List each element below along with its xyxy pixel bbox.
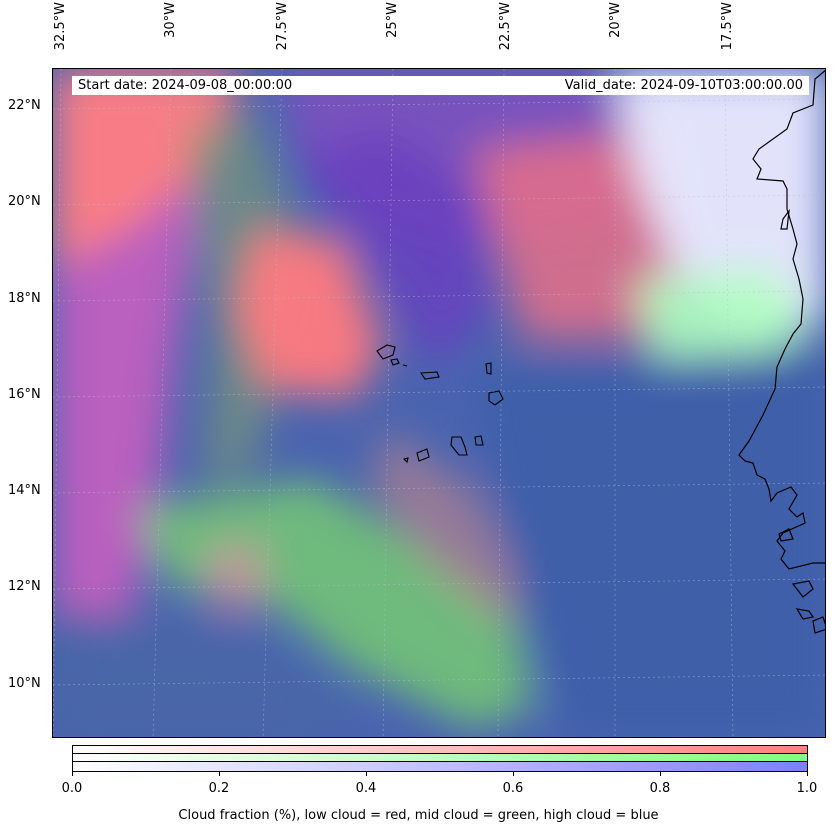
lat-label-16n: 16°N [8, 387, 41, 402]
lon-label-30w: 30°W [163, 2, 178, 38]
colorbar [72, 745, 808, 772]
lat-label-20n: 20°N [8, 194, 41, 209]
lat-label-18n: 18°N [8, 291, 41, 306]
colorbar-tick [366, 771, 367, 776]
lat-label-12n: 12°N [8, 579, 41, 594]
lon-label-25w: 25°W [385, 2, 400, 38]
colorbar-tick [807, 771, 808, 776]
colorbar-tick [72, 771, 73, 776]
start-date-label: Start date: 2024-09-08_00:00:00 [72, 76, 299, 95]
colorbar-tick-label-0.2: 0.2 [208, 781, 230, 796]
lon-label-27.5w: 27.5°W [275, 2, 290, 51]
lon-label-17.5w: 17.5°W [720, 2, 735, 51]
map-canvas [53, 69, 825, 737]
colorbar-tick-label-0.8: 0.8 [649, 781, 671, 796]
coastline [738, 69, 825, 634]
cloud-field [53, 69, 825, 737]
colorbar-tick-label-1.0: 1.0 [796, 781, 818, 796]
cape-verde-islands [376, 344, 504, 464]
lat-label-22n: 22°N [8, 98, 41, 113]
lon-label-32.5w: 32.5°W [53, 2, 68, 51]
cloud-fraction-map[interactable] [52, 68, 826, 738]
lat-label-10n: 10°N [8, 676, 41, 691]
colorbar-high-cloud [73, 762, 807, 771]
colorbar-mid-cloud [73, 754, 807, 762]
lon-label-22.5w: 22.5°W [498, 2, 513, 51]
colorbar-tick [660, 771, 661, 776]
colorbar-tick [513, 771, 514, 776]
colorbar-low-cloud [73, 746, 807, 754]
valid-date-label: Valid_date: 2024-09-10T03:00:00.00 [558, 76, 809, 95]
colorbar-tick-label-0.4: 0.4 [355, 781, 377, 796]
lat-label-14n: 14°N [8, 483, 41, 498]
colorbar-caption: Cloud fraction (%), low cloud = red, mid… [178, 808, 659, 823]
graticule [53, 69, 825, 737]
colorbar-tick [219, 771, 220, 776]
colorbar-tick-label-0: 0.0 [61, 781, 83, 796]
colorbar-tick-label-0.6: 0.6 [502, 781, 524, 796]
lon-label-20w: 20°W [608, 2, 623, 38]
